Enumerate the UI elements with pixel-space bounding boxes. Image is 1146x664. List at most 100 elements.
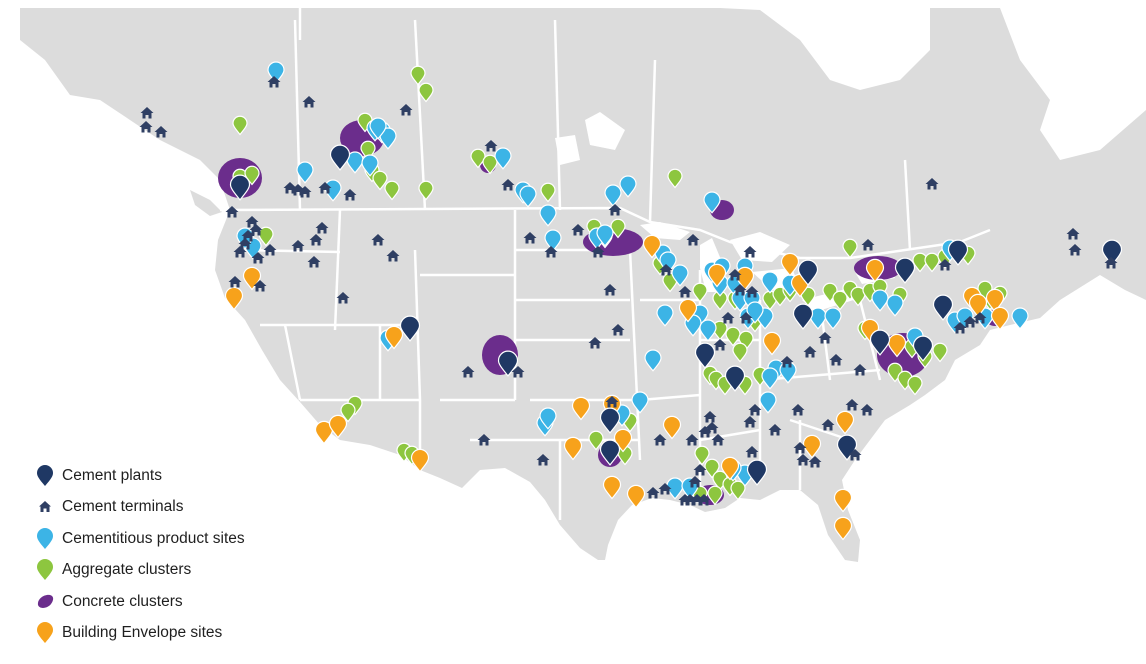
cement-plant-marker-icon xyxy=(399,315,421,342)
cementitious-site-marker-icon xyxy=(644,349,662,372)
cementitious-site-marker-icon xyxy=(809,307,827,330)
cementitious-site-marker-icon xyxy=(759,391,777,414)
cementitious-marker-icon xyxy=(37,527,53,549)
cement-terminal-house-icon xyxy=(678,286,692,298)
cement-terminal-house-icon xyxy=(318,182,332,194)
cementitious-site-marker-icon xyxy=(824,307,842,330)
cement-terminal-house-icon xyxy=(225,206,239,218)
cement-terminal-house-icon xyxy=(793,442,807,454)
border-line-4 xyxy=(648,59,657,223)
legend-label: Cement terminals xyxy=(62,498,184,516)
cement-terminal-house-icon xyxy=(953,322,967,334)
aggregate-cluster-marker-icon xyxy=(800,286,816,307)
cement-terminal-house-icon xyxy=(1068,244,1082,256)
cement-terminal-house-icon xyxy=(511,366,525,378)
cement-terminal-house-icon xyxy=(938,259,952,271)
cement-terminal-house-icon xyxy=(685,434,699,446)
cement-plant-marker-icon xyxy=(329,144,351,171)
cement-terminal-house-icon xyxy=(309,234,323,246)
cement-terminal-house-icon xyxy=(343,189,357,201)
cement-terminal-house-icon xyxy=(228,276,242,288)
cement-terminal-house-icon xyxy=(477,434,491,446)
cement-plant-marker-icon xyxy=(792,303,814,330)
cement-terminal-house-icon xyxy=(861,239,875,251)
building-envelope-marker-icon xyxy=(802,434,822,459)
cement-terminal-house-icon xyxy=(686,234,700,246)
cementitious-site-marker-icon xyxy=(361,154,379,177)
cement-plant-marker-icon xyxy=(37,464,53,486)
aggregate-cluster-marker-icon xyxy=(694,445,710,466)
cementitious-site-marker-icon xyxy=(656,304,674,327)
building-envelope-marker-icon xyxy=(662,415,682,440)
aggregate-cluster-marker-icon xyxy=(850,286,866,307)
cement-terminal-house-icon xyxy=(733,284,747,296)
cement-terminal-house-icon xyxy=(544,246,558,258)
cement-terminal-house-icon xyxy=(608,204,622,216)
cement-plant-marker-icon xyxy=(1101,239,1123,266)
cementitious-site-marker-icon xyxy=(886,294,904,317)
cementitious-site-marker-icon xyxy=(494,147,512,170)
legend-label: Aggregate clusters xyxy=(62,561,192,579)
aggregate-cluster-marker-icon xyxy=(924,252,940,273)
border-line-3 xyxy=(553,19,562,211)
cementitious-site-marker-icon xyxy=(324,179,342,202)
border-line-33 xyxy=(699,428,761,442)
cement-terminal-house-icon xyxy=(315,222,329,234)
cement-terminal-house-icon xyxy=(925,178,939,190)
cementitious-site-marker-icon xyxy=(619,175,637,198)
cement-terminal-house-icon xyxy=(571,224,585,236)
cement-terminal-house-icon xyxy=(973,312,987,324)
cement-plant-marker-icon xyxy=(869,329,891,356)
cement-terminal-house-icon xyxy=(386,250,400,262)
building-envelope-marker-icon xyxy=(835,410,855,435)
cement-terminal-house-icon xyxy=(693,464,707,476)
aggregate-cluster-marker-icon xyxy=(418,180,434,201)
cement-terminal-house-icon xyxy=(523,232,537,244)
cement-plant-marker-icon xyxy=(797,259,819,286)
aggregate-cluster-marker-icon xyxy=(340,402,356,423)
cement-plant-marker-icon xyxy=(599,439,621,466)
site-marker-layer xyxy=(139,61,1123,541)
building-envelope-marker-icon xyxy=(626,484,646,509)
building-envelope-marker-icon xyxy=(968,293,988,318)
cementitious-site-marker-icon xyxy=(671,264,689,287)
cement-terminal-house-icon xyxy=(588,337,602,349)
cement-terminal-house-icon xyxy=(249,224,263,236)
map-legend: Cement plants Cement terminals Cementiti… xyxy=(34,460,245,649)
building-envelope-marker-icon xyxy=(37,622,53,644)
cementitious-site-marker-icon xyxy=(346,151,364,174)
building-envelope-marker-icon xyxy=(720,456,740,481)
building-envelope-marker-icon xyxy=(833,516,853,541)
building-envelope-marker-icon xyxy=(314,420,334,445)
aggregate-cluster-marker-icon xyxy=(707,485,723,506)
cementitious-site-marker-icon xyxy=(1011,307,1029,330)
legend-item-cementitious-product-sites: Cementitious product sites xyxy=(34,523,245,555)
cement-terminal-house-icon xyxy=(713,339,727,351)
cement-terminal-house-icon xyxy=(605,396,619,408)
cement-terminal-house-icon xyxy=(302,96,316,108)
legend-item-concrete-clusters: Concrete clusters xyxy=(34,586,245,618)
vancouver-island xyxy=(190,190,222,216)
border-line-7 xyxy=(244,248,341,254)
cement-terminal-house-icon xyxy=(253,280,267,292)
cement-plant-marker-icon xyxy=(229,174,251,201)
aggregate-cluster-marker-icon xyxy=(692,282,708,303)
cement-terminal-house-icon xyxy=(768,424,782,436)
border-line-22 xyxy=(628,249,642,461)
cement-terminal-house-icon xyxy=(371,234,385,246)
building-envelope-marker-icon xyxy=(990,306,1010,331)
building-envelope-marker-icon xyxy=(384,325,404,350)
aggregate-marker-icon xyxy=(37,559,53,581)
cement-terminal-house-icon xyxy=(1066,228,1080,240)
building-envelope-marker-icon xyxy=(602,475,622,500)
cementitious-site-marker-icon xyxy=(539,407,557,430)
cement-plant-marker-icon xyxy=(497,350,519,377)
cement-terminal-house-icon xyxy=(860,404,874,416)
aggregate-cluster-marker-icon xyxy=(258,226,274,247)
cement-terminal-house-icon xyxy=(154,126,168,138)
aggregate-cluster-marker-icon xyxy=(832,290,848,311)
border-line-1 xyxy=(293,19,302,211)
cement-terminal-house-icon xyxy=(653,434,667,446)
cementitious-site-marker-icon xyxy=(267,61,285,84)
cement-terminal-house-icon xyxy=(1104,257,1118,269)
